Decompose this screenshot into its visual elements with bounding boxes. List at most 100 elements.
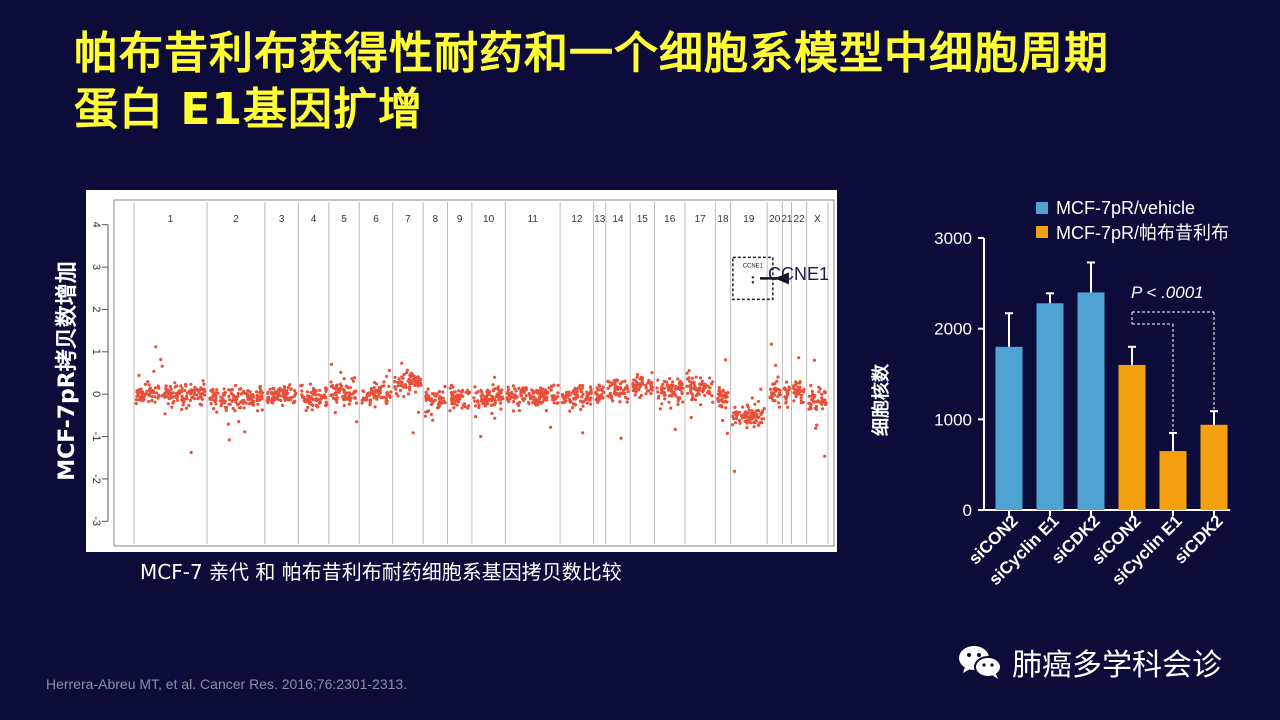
bar-y-tick-label: 1000 bbox=[934, 410, 972, 429]
copy-number-point bbox=[168, 384, 172, 389]
copy-number-point bbox=[180, 407, 184, 412]
copy-number-point bbox=[543, 398, 547, 402]
copy-number-point bbox=[361, 389, 365, 393]
bar-chart-area: 0 1000 2000 3000 siCON2 siCyclin E1 siCDK2 siCO… bbox=[860, 188, 1270, 608]
copy-number-point bbox=[134, 401, 138, 406]
legend-swatch-palbociclib bbox=[1036, 226, 1048, 238]
copy-number-point bbox=[401, 385, 405, 389]
copy-number-point bbox=[441, 396, 445, 400]
copy-number-point bbox=[787, 385, 791, 389]
copy-number-point bbox=[635, 373, 640, 377]
copy-number-point bbox=[784, 401, 788, 405]
copy-number-point bbox=[192, 390, 196, 394]
bar-y-tick-label: 0 bbox=[963, 501, 972, 520]
copy-number-point bbox=[474, 391, 478, 395]
copy-number-point bbox=[188, 398, 192, 402]
copy-number-point bbox=[342, 404, 346, 408]
copy-number-point bbox=[637, 383, 641, 387]
copy-number-point bbox=[662, 379, 667, 383]
copy-number-point bbox=[227, 394, 231, 398]
copy-number-point bbox=[152, 369, 156, 373]
copy-number-point bbox=[316, 405, 320, 409]
y-tick-label: 1 bbox=[90, 349, 102, 355]
copy-number-point bbox=[519, 389, 523, 393]
copy-number-point bbox=[773, 399, 777, 403]
copy-number-point bbox=[581, 431, 585, 435]
copy-number-point bbox=[640, 380, 644, 384]
copy-number-point bbox=[402, 372, 406, 377]
copy-number-point bbox=[594, 392, 598, 396]
copy-number-point bbox=[393, 375, 397, 379]
copy-number-point bbox=[490, 411, 494, 416]
copy-number-point bbox=[685, 371, 689, 375]
copy-number-point bbox=[724, 393, 728, 397]
copy-number-point bbox=[556, 383, 560, 387]
copy-number-point bbox=[443, 401, 447, 405]
copy-number-point bbox=[373, 405, 377, 409]
copy-number-point bbox=[771, 382, 776, 386]
copy-number-point bbox=[757, 415, 761, 419]
chromosome-label: 14 bbox=[612, 214, 624, 225]
copy-number-point bbox=[536, 400, 540, 404]
copy-number-point bbox=[377, 387, 381, 391]
y-tick-label: 3 bbox=[90, 264, 102, 270]
copy-number-point bbox=[429, 412, 433, 416]
copy-number-point bbox=[799, 389, 803, 393]
copy-number-point bbox=[678, 396, 682, 400]
copy-number-point bbox=[759, 420, 763, 425]
copy-number-point bbox=[776, 395, 780, 399]
chromosome-label: 1 bbox=[168, 214, 174, 225]
copy-number-point bbox=[236, 391, 240, 396]
copy-number-point bbox=[135, 390, 139, 394]
copy-number-point bbox=[307, 398, 311, 402]
copy-number-point bbox=[796, 385, 800, 389]
copy-number-point bbox=[164, 384, 168, 388]
copy-number-point bbox=[285, 389, 289, 393]
copy-number-point bbox=[311, 389, 316, 393]
chromosome-label: 11 bbox=[528, 214, 539, 225]
copy-number-point bbox=[405, 371, 409, 375]
copy-number-point bbox=[459, 393, 463, 397]
copy-number-point bbox=[466, 406, 470, 410]
copy-number-point bbox=[402, 394, 406, 399]
copy-number-point bbox=[786, 405, 790, 409]
copy-number-point bbox=[409, 375, 413, 379]
copy-number-point bbox=[534, 403, 538, 407]
copy-number-point bbox=[473, 399, 477, 403]
copy-number-point bbox=[516, 403, 521, 407]
copy-number-point bbox=[670, 386, 674, 390]
copy-number-point bbox=[454, 399, 458, 403]
copy-number-point bbox=[371, 393, 376, 397]
copy-number-point bbox=[737, 418, 742, 422]
chromosome-label: 7 bbox=[405, 214, 411, 225]
bar bbox=[1200, 424, 1228, 510]
copy-number-point bbox=[650, 385, 654, 389]
copy-number-point bbox=[567, 390, 571, 394]
copy-number-point bbox=[640, 376, 645, 380]
copy-number-point bbox=[311, 403, 315, 407]
copy-number-point bbox=[634, 390, 638, 394]
copy-number-point bbox=[482, 401, 486, 406]
copy-number-point bbox=[775, 379, 779, 383]
copy-number-point bbox=[598, 394, 603, 398]
copy-number-point bbox=[282, 394, 286, 399]
copy-number-point bbox=[675, 385, 679, 389]
y-tick-label: 0 bbox=[90, 391, 102, 397]
copy-number-point bbox=[689, 415, 693, 420]
copy-number-point bbox=[396, 394, 400, 398]
copy-number-point bbox=[177, 389, 181, 393]
copy-number-point bbox=[485, 393, 490, 397]
copy-number-point bbox=[811, 393, 815, 397]
copy-number-point bbox=[539, 391, 543, 395]
copy-number-point bbox=[150, 398, 154, 403]
copy-number-point bbox=[522, 389, 527, 393]
copy-number-point bbox=[189, 382, 193, 386]
copy-number-point bbox=[479, 394, 483, 398]
copy-number-point bbox=[820, 392, 824, 396]
copy-number-point bbox=[335, 383, 339, 387]
copy-number-point bbox=[215, 410, 219, 414]
copy-number-point bbox=[700, 379, 704, 383]
copy-number-point bbox=[306, 405, 310, 410]
copy-number-point bbox=[815, 400, 819, 404]
copy-number-point bbox=[623, 391, 627, 395]
